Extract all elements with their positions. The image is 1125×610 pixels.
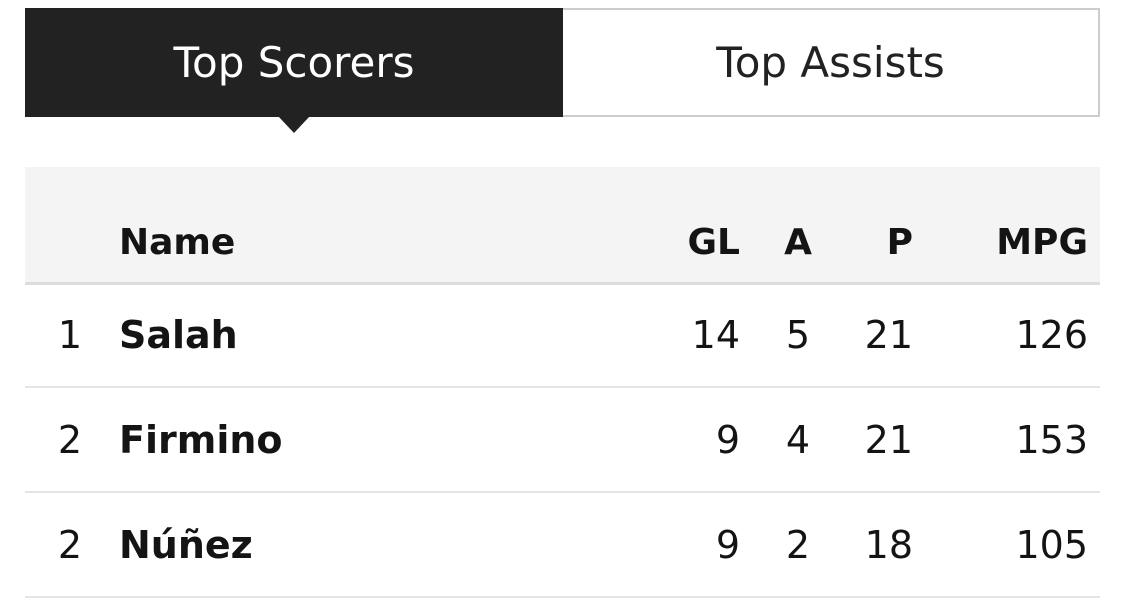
column-header: P — [886, 222, 913, 263]
stat-cell: 21 — [864, 313, 913, 357]
player-name: Salah — [119, 313, 238, 357]
stat-cell: 9 — [715, 523, 740, 567]
table-header — [25, 167, 1100, 285]
stat-cell: 9 — [715, 418, 740, 462]
row-divider — [25, 386, 1100, 388]
tab-pointer — [278, 116, 310, 133]
row-divider — [25, 596, 1100, 598]
stat-cell: 14 — [691, 313, 740, 357]
stat-cell: 21 — [864, 418, 913, 462]
player-name: Núñez — [119, 523, 253, 567]
stat-cell: 2 — [785, 523, 811, 567]
tab[interactable]: Top Scorers — [25, 8, 563, 117]
column-header: MPG — [996, 222, 1088, 263]
stat-cell: 5 — [785, 313, 811, 357]
stat-cell: 126 — [1015, 313, 1088, 357]
column-header: A — [784, 222, 812, 263]
stat-cell: 2 — [57, 523, 83, 567]
stat-cell: 105 — [1015, 523, 1088, 567]
column-header: Name — [119, 222, 236, 263]
stat-cell: 1 — [57, 313, 83, 357]
player-name: Firmino — [119, 418, 283, 462]
tab[interactable]: Top Assists — [563, 8, 1100, 117]
stat-cell: 153 — [1015, 418, 1088, 462]
stat-cell: 18 — [864, 523, 913, 567]
stat-cell: 2 — [57, 418, 83, 462]
row-divider — [25, 491, 1100, 493]
stat-cell: 4 — [785, 418, 811, 462]
column-header: GL — [687, 222, 741, 263]
